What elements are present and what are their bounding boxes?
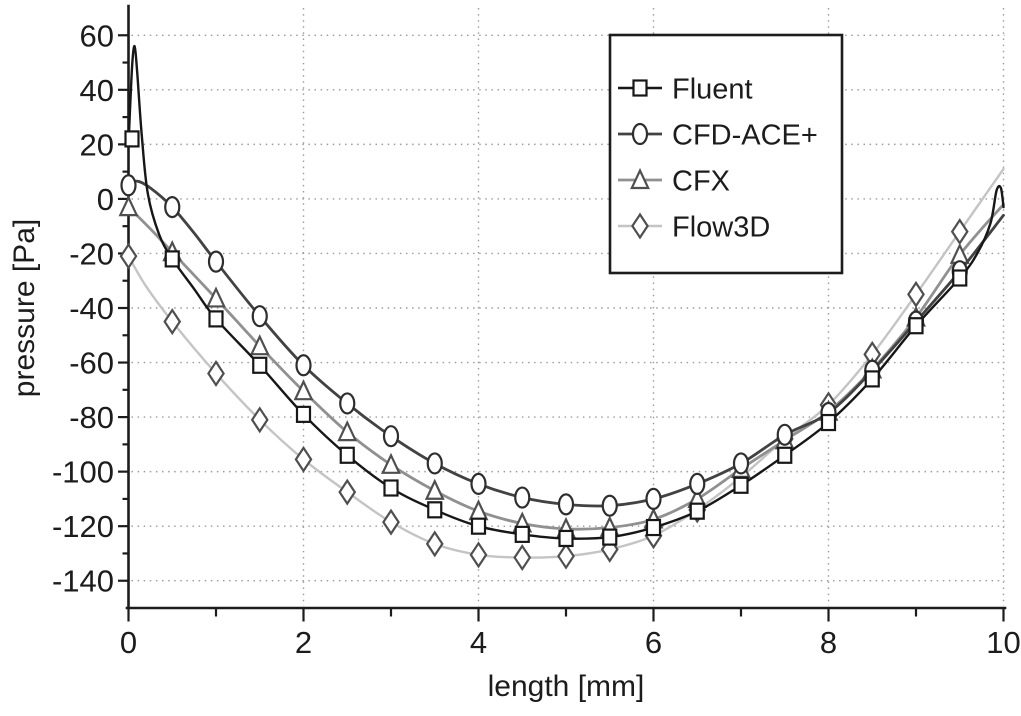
marker-square <box>470 517 487 535</box>
axes <box>118 4 1007 622</box>
x-tick-label: 6 <box>645 625 662 660</box>
marker-square <box>164 250 180 268</box>
legend-label: CFD-ACE+ <box>672 120 818 152</box>
y-tick-label: 0 <box>97 182 114 217</box>
x-tick-label: 0 <box>120 625 137 660</box>
marker-circle <box>776 423 793 446</box>
y-tick-label: -120 <box>52 509 114 544</box>
marker-square <box>602 528 618 546</box>
data-series <box>118 44 1005 572</box>
marker-square <box>733 476 749 494</box>
marker-circle <box>631 122 649 146</box>
marker-triangle <box>381 452 401 474</box>
marker-square <box>124 130 140 148</box>
marker-diamond <box>382 508 400 536</box>
y-tick-label: -80 <box>69 400 114 435</box>
marker-square <box>864 370 880 388</box>
y-tick-label: -140 <box>52 564 114 599</box>
marker-triangle <box>249 334 270 356</box>
marker-square <box>689 502 705 520</box>
legend-label: Fluent <box>672 74 753 106</box>
marker-diamond <box>163 308 182 336</box>
y-tick-label: 60 <box>80 18 114 53</box>
marker-circle <box>470 472 487 496</box>
marker-square <box>632 79 648 97</box>
y-tick-label: -20 <box>69 236 114 271</box>
y-tick-label: -100 <box>52 455 114 490</box>
marker-circle <box>557 493 575 516</box>
marker-circle <box>382 425 400 448</box>
marker-triangle <box>293 379 314 401</box>
marker-triangle <box>206 286 226 308</box>
marker-square <box>383 479 399 497</box>
marker-circle <box>295 354 312 377</box>
marker-square <box>952 269 968 287</box>
x-tick-label: 2 <box>295 625 312 660</box>
marker-circle <box>645 487 662 511</box>
marker-diamond <box>557 542 575 570</box>
marker-square <box>295 405 312 423</box>
y-tick-label: 20 <box>80 127 114 162</box>
marker-circle <box>120 174 137 197</box>
y-tick-label: -60 <box>69 346 114 381</box>
marker-triangle <box>118 194 139 217</box>
marker-diamond <box>119 242 138 270</box>
x-tick-label: 10 <box>986 625 1020 660</box>
marker-square <box>645 518 662 537</box>
marker-square <box>208 310 224 328</box>
marker-square <box>252 356 268 374</box>
marker-triangle <box>424 478 445 500</box>
marker-triangle <box>337 419 358 442</box>
legend-label: CFX <box>672 166 730 198</box>
marker-circle <box>732 452 750 475</box>
marker-square <box>339 446 355 464</box>
marker-square <box>427 501 443 519</box>
marker-square <box>820 413 837 432</box>
series-line-cfd-ace+ <box>127 179 1005 508</box>
y-tick-label: 40 <box>80 73 114 108</box>
legend-box <box>608 33 844 275</box>
marker-diamond <box>513 544 532 572</box>
legend: Fluent CFD-ACE+ CFX Flow3D <box>608 33 844 275</box>
y-tick-label: -40 <box>69 291 114 326</box>
series-line-flow3d <box>127 167 1005 559</box>
marker-diamond <box>250 406 269 434</box>
marker-diamond <box>631 212 649 240</box>
y-axis-title: pressure [Pa] <box>8 219 41 397</box>
x-axis-title: length [mm] <box>488 670 645 703</box>
marker-circle <box>339 392 356 415</box>
marker-square <box>908 317 924 335</box>
marker-diamond <box>338 478 357 506</box>
marker-diamond <box>207 359 225 387</box>
marker-square <box>777 446 793 464</box>
x-tick-label: 4 <box>470 625 487 660</box>
marker-diamond <box>425 530 444 558</box>
gridlines <box>131 8 1005 606</box>
marker-diamond <box>469 541 488 569</box>
marker-square <box>558 529 574 548</box>
marker-circle <box>426 452 443 475</box>
marker-triangle <box>630 167 650 190</box>
marker-circle <box>514 486 531 509</box>
marker-square <box>514 525 530 543</box>
marker-circle <box>164 195 181 219</box>
x-tick-label: 8 <box>820 625 837 660</box>
series-line-fluent <box>127 44 1005 540</box>
marker-circle <box>601 494 618 517</box>
marker-circle <box>207 250 225 273</box>
marker-diamond <box>294 445 313 473</box>
legend-label: Flow3D <box>672 212 770 244</box>
marker-circle <box>251 305 268 328</box>
marker-circle <box>689 472 706 496</box>
